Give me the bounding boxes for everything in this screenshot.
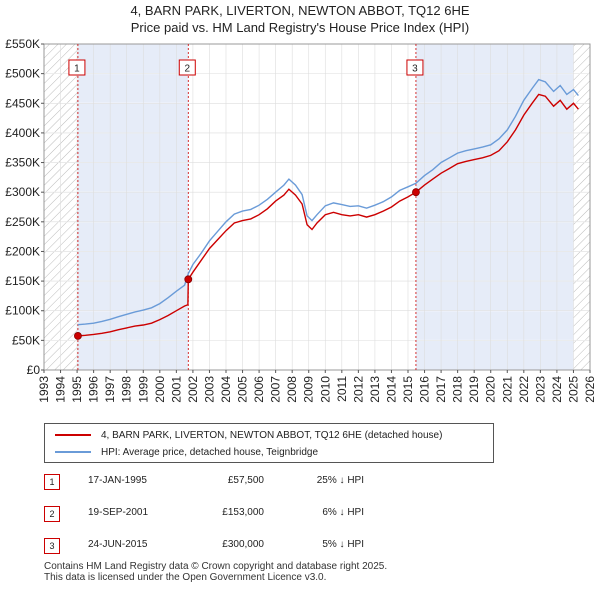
- x-tick-label: 2026: [583, 376, 597, 403]
- sale-row: 2 19-SEP-2001 £153,000 6% ↓ HPI: [44, 503, 444, 535]
- x-tick-label: 1994: [54, 376, 68, 403]
- x-tick-label: 1998: [120, 376, 134, 403]
- x-tick-label: 2001: [169, 376, 183, 403]
- sale-date: 24-JUN-2015: [88, 539, 148, 550]
- x-tick-label: 2016: [418, 376, 432, 403]
- ownership-shade: [415, 44, 574, 370]
- x-tick-label: 2024: [550, 376, 564, 403]
- sale-number-badge: 2: [44, 506, 60, 522]
- x-tick-label: 2015: [401, 376, 415, 403]
- x-tick-label: 2023: [533, 376, 547, 403]
- legend-label-price: 4, BARN PARK, LIVERTON, NEWTON ABBOT, TQ…: [101, 429, 443, 441]
- plot-frame: [43, 43, 591, 371]
- footer-notice: Contains HM Land Registry data © Crown c…: [44, 561, 387, 583]
- legend-label-hpi: HPI: Average price, detached house, Teig…: [101, 446, 319, 458]
- x-tick-label: 2018: [451, 376, 465, 403]
- legend-swatch-price: [55, 434, 91, 436]
- y-tick-label: £400K: [5, 126, 40, 140]
- sale-number-badge: 1: [44, 474, 60, 490]
- sale-date: 17-JAN-1995: [88, 475, 147, 486]
- sale-price: £57,500: [227, 475, 264, 486]
- price-line: [77, 93, 579, 337]
- sale-hpi-diff: 25% ↓ HPI: [316, 475, 364, 486]
- y-tick-label: £450K: [5, 96, 40, 110]
- ownership-shade: [77, 44, 189, 370]
- y-tick-label: £200K: [5, 244, 40, 258]
- y-tick-label: £150K: [5, 274, 40, 288]
- sale-row: 1 17-JAN-1995 £57,500 25% ↓ HPI: [44, 471, 444, 503]
- x-tick-label: 2000: [153, 376, 167, 403]
- x-tick-label: 2025: [566, 376, 580, 403]
- x-tick-label: 1999: [136, 376, 150, 403]
- sale-label-box: [68, 59, 86, 76]
- sale-point: [412, 188, 420, 197]
- title-line-2: Price paid vs. HM Land Registry's House …: [130, 20, 470, 35]
- x-tick-label: 2002: [186, 376, 200, 403]
- x-tick-label: 2014: [384, 376, 398, 403]
- legend: 4, BARN PARK, LIVERTON, NEWTON ABBOT, TQ…: [44, 423, 494, 463]
- sale-label-text: 1: [74, 64, 80, 75]
- sale-price: £300,000: [222, 539, 264, 550]
- sale-price: £153,000: [222, 507, 264, 518]
- y-tick-label: £300K: [5, 185, 40, 199]
- x-tick-label: 2006: [252, 376, 266, 403]
- hpi-line: [77, 78, 579, 326]
- sale-hpi-diff: 5% ↓ HPI: [322, 539, 364, 550]
- x-tick-label: 2011: [335, 376, 349, 402]
- x-tick-label: 1993: [37, 376, 51, 403]
- x-tick-label: 2008: [285, 376, 299, 403]
- sale-label-text: 3: [412, 64, 418, 75]
- x-tick-label: 2003: [202, 376, 216, 403]
- y-tick-label: £100K: [5, 304, 40, 318]
- y-tick-label: £0: [27, 363, 41, 377]
- x-tick-label: 1995: [70, 376, 84, 403]
- y-tick-label: £350K: [5, 156, 40, 170]
- y-tick-label: £550K: [5, 37, 40, 51]
- legend-swatch-hpi: [55, 451, 91, 453]
- no-data-hatch: [44, 44, 78, 370]
- x-tick-label: 1996: [87, 376, 101, 403]
- sale-number-badge: 3: [44, 538, 60, 554]
- sale-hpi-diff: 6% ↓ HPI: [322, 507, 364, 518]
- sale-row: 3 24-JUN-2015 £300,000 5% ↓ HPI: [44, 535, 444, 567]
- sales-table: 1 17-JAN-1995 £57,500 25% ↓ HPI 2 19-SEP…: [44, 471, 444, 567]
- y-tick-label: £250K: [5, 215, 40, 229]
- x-tick-label: 2004: [219, 376, 233, 403]
- footer-line-1: Contains HM Land Registry data © Crown c…: [44, 561, 388, 572]
- sale-label-text: 2: [184, 64, 190, 75]
- x-tick-label: 2017: [434, 376, 448, 403]
- sale-point: [74, 332, 82, 340]
- sale-label-box: [406, 59, 424, 76]
- x-tick-label: 2013: [368, 376, 382, 403]
- price-chart: 1 2 3 £0 £50K £100K £150K £200K £250K £300K £350K £…: [5, 37, 597, 403]
- footer-line-2: This data is licensed under the Open Gov…: [44, 572, 327, 583]
- sale-point: [184, 275, 193, 284]
- sale-label-box: [178, 59, 196, 76]
- x-tick-label: 2022: [517, 376, 531, 403]
- y-tick-label: £500K: [5, 67, 40, 81]
- x-tick-label: 2012: [351, 376, 365, 403]
- no-data-hatch: [573, 44, 590, 370]
- x-tick-label: 2007: [269, 376, 283, 403]
- x-tick-label: 2021: [500, 376, 514, 403]
- x-tick-label: 2010: [318, 376, 332, 403]
- sale-date: 19-SEP-2001: [88, 507, 149, 518]
- x-tick-label: 2009: [302, 376, 316, 403]
- legend-item-hpi: HPI: Average price, detached house, Teig…: [55, 444, 318, 460]
- y-tick-label: £50K: [12, 333, 40, 347]
- chart-title: 4, BARN PARK, LIVERTON, NEWTON ABBOT, TQ…: [0, 2, 600, 36]
- title-line-1: 4, BARN PARK, LIVERTON, NEWTON ABBOT, TQ…: [130, 3, 470, 18]
- legend-item-price: 4, BARN PARK, LIVERTON, NEWTON ABBOT, TQ…: [55, 427, 442, 443]
- x-tick-label: 2005: [236, 376, 250, 403]
- x-tick-label: 2019: [467, 376, 481, 403]
- x-tick-label: 2020: [484, 376, 498, 403]
- x-tick-label: 1997: [103, 376, 117, 403]
